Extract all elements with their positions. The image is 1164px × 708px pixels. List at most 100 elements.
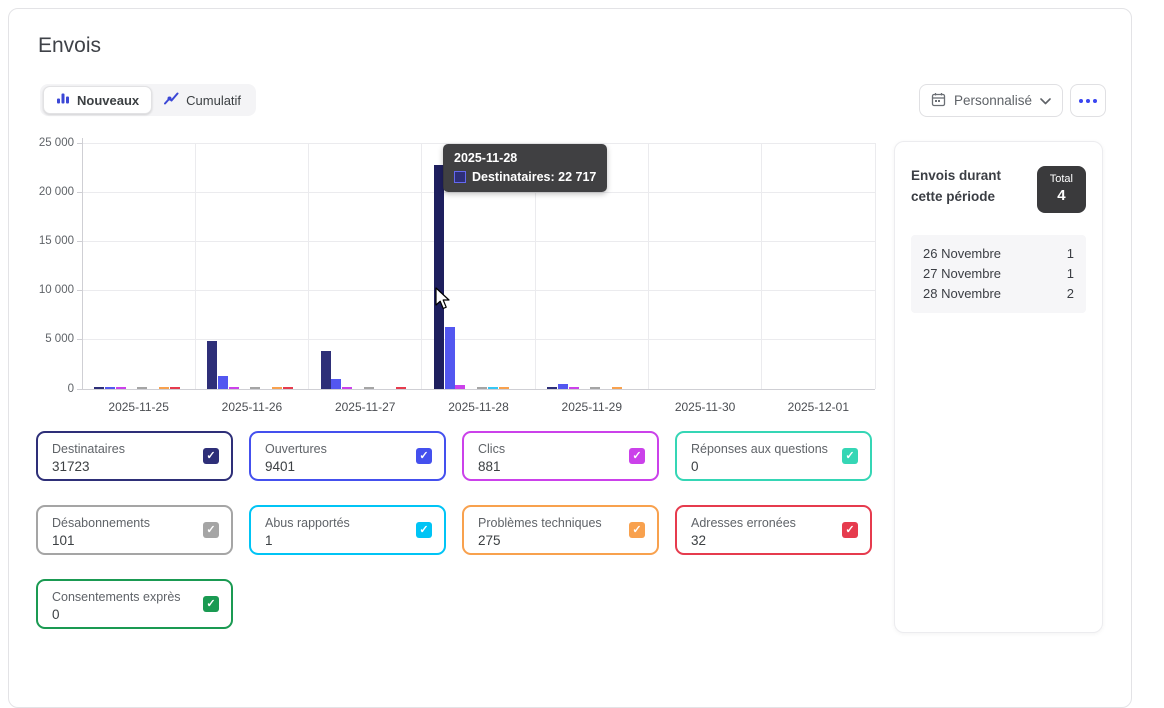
day-label: 27 Novembre (923, 265, 1002, 281)
chart-bar[interactable] (158, 387, 169, 389)
bar-chart-icon (56, 92, 70, 108)
metric-card-clics[interactable]: Clics 881 ✓ (462, 431, 659, 481)
chart-bar[interactable] (115, 387, 126, 389)
day-label: 26 Novembre (923, 245, 1002, 261)
view-toggle-group: Nouveaux Cumulatif (40, 84, 257, 116)
check-icon: ✓ (206, 449, 216, 462)
chart-bar[interactable] (557, 384, 568, 389)
chart-bar[interactable] (590, 387, 601, 389)
tab-cumulatif[interactable]: Cumulatif (152, 87, 253, 113)
chart-bar[interactable] (487, 387, 498, 389)
metric-card-ouvertures[interactable]: Ouvertures 9401 ✓ (249, 431, 446, 481)
metric-value: 0 (52, 607, 60, 622)
day-label: 28 Novembre (923, 285, 1002, 301)
chart-bar[interactable] (169, 387, 180, 389)
metric-value: 31723 (52, 459, 90, 474)
metric-label: Problèmes techniques (478, 516, 602, 530)
chevron-down-icon (1040, 93, 1051, 108)
check-icon: ✓ (206, 597, 216, 610)
metric-checkbox[interactable]: ✓ (629, 448, 645, 464)
metric-card-adresses-erronees[interactable]: Adresses erronées 32 ✓ (675, 505, 872, 555)
metric-checkbox[interactable]: ✓ (416, 522, 432, 538)
day-count: 1 (1066, 245, 1074, 261)
chart-bar[interactable] (568, 387, 579, 389)
chart-bar[interactable] (396, 387, 407, 389)
calendar-icon (931, 92, 946, 110)
side-panel: Envois durant cette période Total 4 26 N… (894, 141, 1103, 633)
more-options-button[interactable] (1070, 84, 1106, 117)
metric-label: Clics (478, 442, 506, 456)
chart-bar[interactable] (363, 387, 374, 389)
metric-card-reponses-aux-questions[interactable]: Réponses aux questions 0 ✓ (675, 431, 872, 481)
period-select-button[interactable]: Personnalisé (919, 84, 1063, 117)
chart-bar[interactable] (455, 385, 466, 389)
ellipsis-icon (1079, 98, 1083, 103)
chart-bar[interactable] (272, 387, 283, 389)
metric-value: 275 (478, 533, 501, 548)
chart-bar[interactable] (331, 379, 342, 389)
metric-card-problemes-techniques[interactable]: Problèmes techniques 275 ✓ (462, 505, 659, 555)
line-chart-icon (164, 92, 179, 108)
chart-bar[interactable] (228, 387, 239, 389)
metric-card-consentements-expres[interactable]: Consentements exprès 0 ✓ (36, 579, 233, 629)
period-select-label: Personnalisé (953, 93, 1033, 108)
chart-bar[interactable] (94, 387, 104, 389)
chart-bar[interactable] (342, 387, 353, 389)
chart-bar[interactable] (320, 351, 331, 389)
metric-label: Adresses erronées (691, 516, 796, 530)
metric-value: 101 (52, 533, 75, 548)
tooltip-date: 2025-11-28 (454, 151, 518, 165)
total-value: 4 (1057, 187, 1066, 205)
chart-bar[interactable] (218, 376, 229, 389)
chart-bar[interactable] (137, 387, 148, 389)
tab-nouveaux-label: Nouveaux (77, 92, 140, 108)
tab-nouveaux[interactable]: Nouveaux (43, 86, 153, 114)
metric-value: 9401 (265, 459, 296, 474)
metric-card-abus-rapportes[interactable]: Abus rapportés 1 ✓ (249, 505, 446, 555)
check-icon: ✓ (632, 523, 642, 536)
metric-label: Désabonnements (52, 516, 150, 530)
check-icon: ✓ (845, 523, 855, 536)
metric-checkbox[interactable]: ✓ (203, 596, 219, 612)
metric-card-desabonnements[interactable]: Désabonnements 101 ✓ (36, 505, 233, 555)
metric-checkbox[interactable]: ✓ (203, 522, 219, 538)
chart-bar[interactable] (207, 341, 218, 389)
metric-value: 881 (478, 459, 501, 474)
total-label: Total (1049, 173, 1073, 185)
check-icon: ✓ (419, 523, 429, 536)
chart-bar[interactable] (547, 387, 558, 389)
series-swatch (454, 171, 466, 183)
check-icon: ✓ (632, 449, 642, 462)
chart-bar[interactable] (282, 387, 293, 389)
chart-bar[interactable] (433, 165, 444, 389)
list-item: 28 Novembre 2 (923, 284, 1074, 304)
chart-bar[interactable] (444, 327, 455, 389)
chart-bar[interactable] (611, 387, 622, 389)
total-badge: Total 4 (1036, 166, 1086, 213)
chart-bar[interactable] (250, 387, 261, 389)
chart-bar[interactable] (104, 387, 115, 389)
list-item: 27 Novembre 1 (923, 264, 1074, 284)
metric-value: 32 (691, 533, 707, 548)
check-icon: ✓ (419, 449, 429, 462)
daily-sendings-list: 26 Novembre 1 27 Novembre 1 28 Novembre 2 (911, 234, 1086, 313)
metric-checkbox[interactable]: ✓ (416, 448, 432, 464)
metric-value: 0 (691, 459, 699, 474)
metric-checkbox[interactable]: ✓ (842, 522, 858, 538)
metric-value: 1 (265, 533, 273, 548)
metrics-legend: Destinataires 31723 ✓ Ouvertures 9401 ✓ Clics 8… (36, 431, 888, 629)
tooltip-value: Destinataires: 22 717 (472, 170, 597, 184)
chart-bar[interactable] (498, 387, 509, 389)
metric-label: Ouvertures (265, 442, 327, 456)
day-count: 2 (1066, 285, 1074, 301)
metric-checkbox[interactable]: ✓ (629, 522, 645, 538)
metric-label: Consentements exprès (52, 590, 181, 604)
metric-checkbox[interactable]: ✓ (203, 448, 219, 464)
metric-card-destinataires[interactable]: Destinataires 31723 ✓ (36, 431, 233, 481)
chart-bar[interactable] (477, 387, 488, 389)
metric-label: Destinataires (52, 442, 125, 456)
check-icon: ✓ (845, 449, 855, 462)
page-title: Envois (38, 34, 102, 57)
check-icon: ✓ (206, 523, 216, 536)
metric-checkbox[interactable]: ✓ (842, 448, 858, 464)
